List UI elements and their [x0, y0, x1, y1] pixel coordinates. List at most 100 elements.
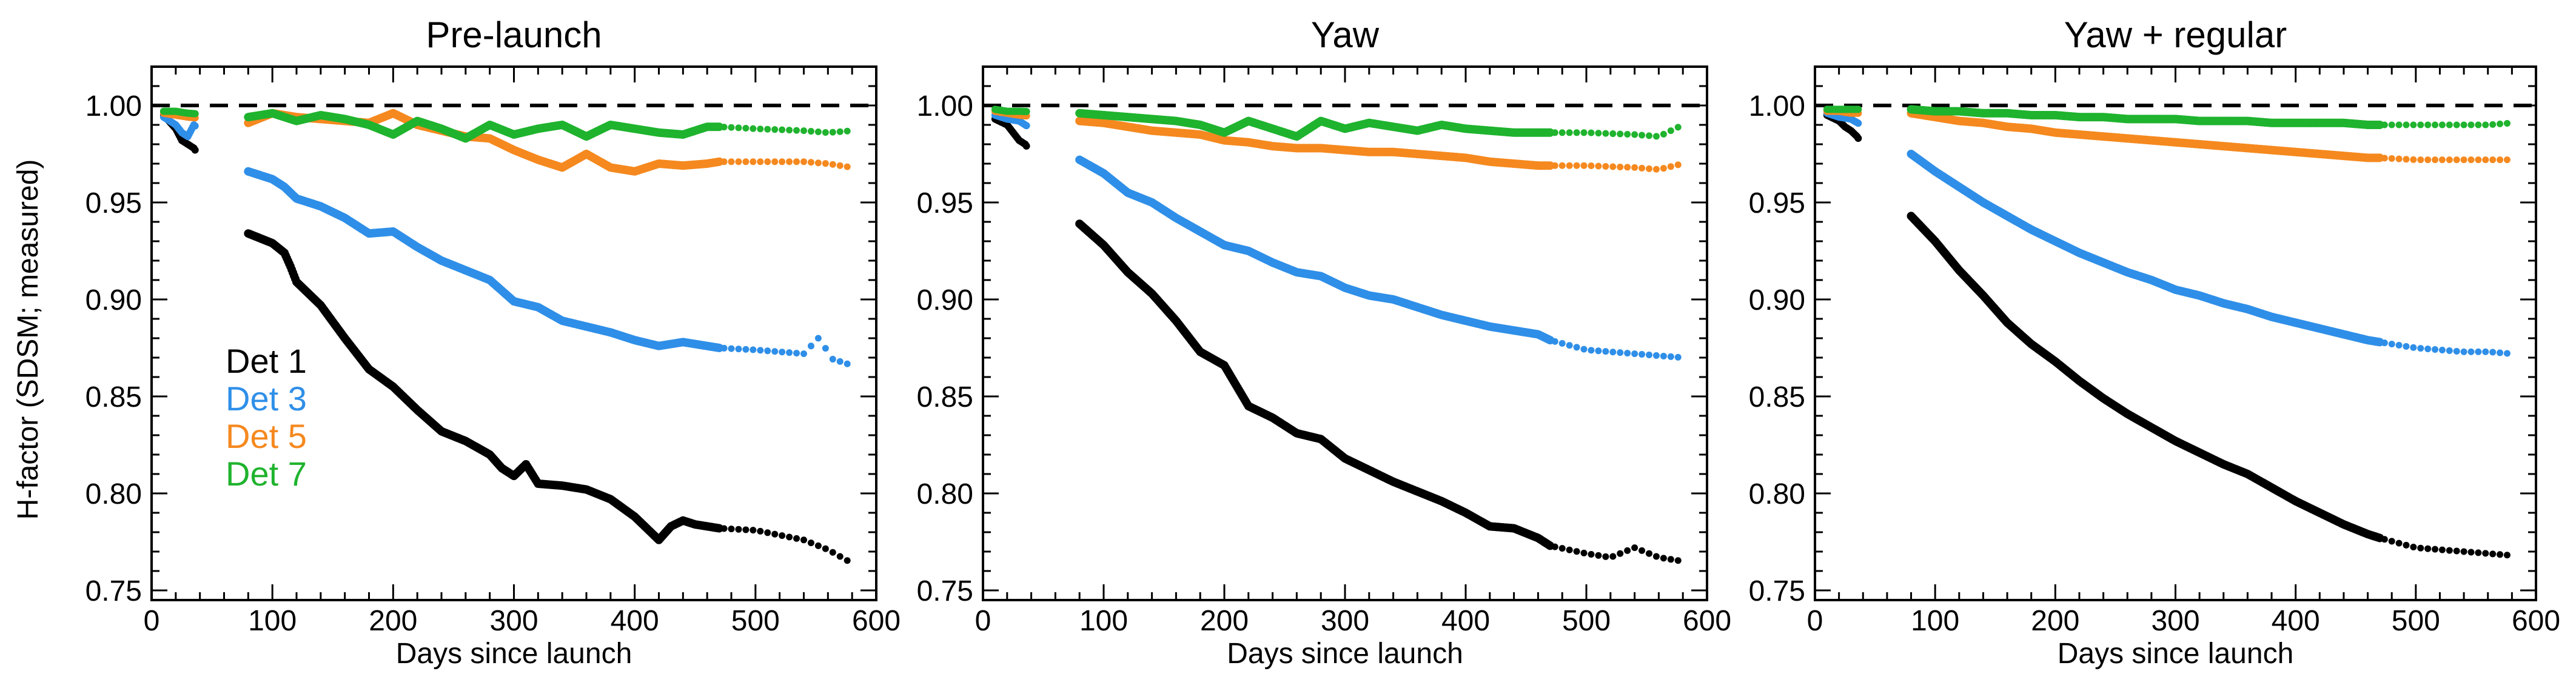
data-point — [1631, 131, 1639, 138]
data-point — [1022, 142, 1030, 150]
data-point — [1617, 349, 1624, 356]
data-point — [715, 157, 724, 166]
data-point — [793, 535, 800, 542]
data-point — [735, 158, 742, 165]
data-point — [728, 345, 735, 352]
data-point — [779, 126, 786, 133]
data-point — [1566, 546, 1573, 553]
legend-entry: Det 1 — [226, 342, 307, 380]
legend-entry: Det 3 — [226, 379, 307, 418]
data-point — [1558, 162, 1566, 169]
x-tick-label: 500 — [731, 605, 780, 637]
y-tick-label: 0.95 — [1749, 187, 1805, 219]
data-point — [1580, 346, 1588, 353]
data-point — [844, 127, 851, 135]
data-point — [1573, 344, 1580, 351]
data-point — [757, 158, 764, 165]
data-point — [1558, 545, 1566, 552]
data-point — [1588, 162, 1595, 170]
data-point — [771, 126, 779, 133]
data-point — [757, 527, 764, 535]
data-point — [844, 163, 851, 170]
data-point — [2460, 348, 2467, 355]
data-point — [2417, 544, 2424, 552]
data-point — [2438, 546, 2446, 553]
data-point — [2489, 349, 2497, 356]
chart-title: Yaw — [1311, 15, 1380, 55]
data-point — [1667, 163, 1674, 170]
x-tick-label: 0 — [975, 605, 991, 637]
data-point — [1660, 130, 1667, 138]
data-point — [1660, 165, 1667, 172]
data-point — [793, 158, 800, 165]
data-point — [2475, 348, 2482, 355]
data-point — [742, 526, 750, 533]
data-point — [1652, 352, 1660, 359]
data-point — [2381, 339, 2388, 347]
y-tick-label: 0.75 — [917, 575, 973, 607]
data-point — [2432, 346, 2439, 353]
data-point — [786, 533, 793, 541]
data-point — [829, 549, 836, 556]
data-point — [1617, 163, 1624, 170]
data-point — [779, 349, 786, 356]
data-point — [814, 129, 822, 136]
data-point — [807, 342, 814, 350]
data-point — [1652, 133, 1660, 140]
data-point — [1602, 553, 1609, 560]
data-point — [1602, 348, 1609, 355]
data-point — [771, 348, 779, 355]
data-point — [1580, 129, 1588, 136]
data-point — [2467, 549, 2475, 556]
data-point — [1667, 353, 1674, 360]
y-tick-label: 0.90 — [1749, 284, 1805, 316]
data-point — [2453, 347, 2460, 355]
series-det-1 — [991, 115, 1682, 564]
data-point — [2432, 546, 2439, 553]
data-point — [2497, 551, 2504, 558]
data-point — [829, 356, 836, 363]
data-point — [728, 124, 735, 131]
data-point — [1602, 162, 1609, 170]
data-point — [822, 160, 829, 167]
data-point — [1854, 135, 1862, 142]
x-tick-label: 300 — [2151, 605, 2199, 637]
x-tick-label: 500 — [1562, 605, 1611, 637]
data-point — [786, 127, 793, 134]
data-point — [1580, 549, 1588, 556]
y-tick-label: 0.80 — [917, 478, 973, 510]
data-point — [2467, 348, 2475, 355]
data-point — [2489, 550, 2497, 558]
data-point — [757, 125, 764, 133]
data-point — [191, 146, 199, 154]
data-point — [1617, 130, 1624, 138]
x-tick-label: 100 — [248, 605, 297, 637]
data-point — [1631, 350, 1639, 358]
data-point — [1609, 349, 1617, 356]
data-point — [1631, 544, 1639, 552]
series-det-7 — [159, 107, 851, 143]
x-axis-label: Days since launch — [396, 638, 632, 670]
data-point — [1595, 130, 1602, 137]
data-point — [1566, 129, 1573, 136]
data-point — [1551, 162, 1558, 169]
data-point — [1551, 129, 1558, 136]
data-point — [800, 127, 807, 135]
data-point — [844, 557, 851, 564]
data-point — [1639, 547, 1646, 554]
y-tick-label: 0.80 — [86, 478, 142, 510]
data-point — [836, 358, 844, 365]
data-point — [2395, 539, 2403, 547]
y-tick-label: 0.90 — [86, 284, 142, 316]
data-point — [822, 129, 829, 136]
data-point — [1558, 340, 1566, 347]
legend-entry: Det 5 — [226, 417, 307, 455]
x-tick-label: 300 — [489, 605, 538, 637]
data-point — [771, 158, 779, 165]
data-point — [764, 529, 771, 536]
data-point — [1624, 164, 1631, 171]
